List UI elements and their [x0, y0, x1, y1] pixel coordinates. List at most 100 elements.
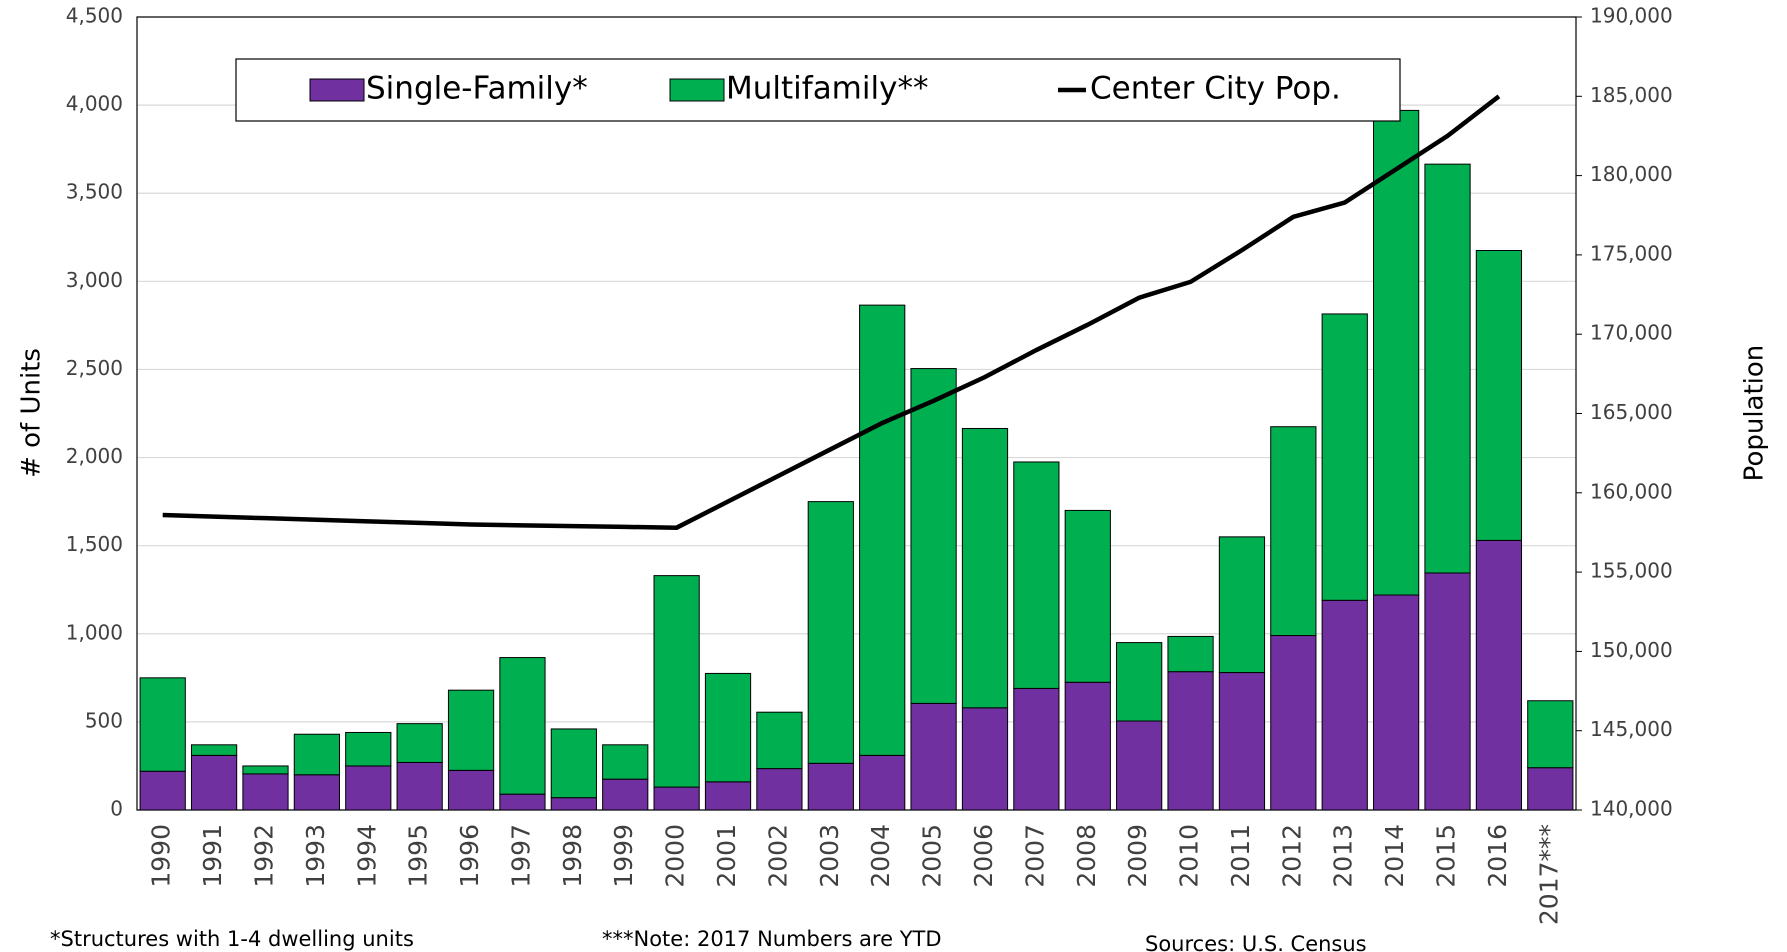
- y2-tick-label: 175,000: [1590, 241, 1673, 265]
- x-tick-label: 2014: [1380, 824, 1409, 888]
- footnote: Sources: U.S. Census: [1145, 932, 1367, 952]
- x-tick-label: 2015: [1432, 824, 1461, 888]
- bar: [1218, 536, 1266, 674]
- bar: [1064, 681, 1111, 811]
- bar: [499, 657, 546, 795]
- x-tick-label: 1999: [609, 824, 638, 888]
- bar: [1321, 313, 1368, 601]
- bar: [1321, 599, 1368, 811]
- x-tick-label: 2016: [1483, 824, 1512, 888]
- x-tick-label: 1993: [301, 824, 330, 888]
- bar: [1013, 461, 1060, 689]
- plot-frame: [136, 16, 1577, 811]
- x-tick-label: 2006: [969, 824, 998, 888]
- bar: [190, 744, 238, 756]
- bar: [1270, 635, 1317, 811]
- bar: [499, 793, 546, 811]
- y-tick-label: 4,500: [66, 4, 123, 28]
- y-tick-label: 1,000: [66, 620, 123, 644]
- x-tick-label: 2002: [763, 824, 792, 888]
- x-tick-label: 2010: [1175, 824, 1204, 888]
- bar: [602, 778, 649, 811]
- y-tick-label: 3,000: [66, 268, 123, 292]
- bar: [242, 765, 289, 775]
- bar: [550, 797, 597, 811]
- x-tick-label: 1997: [506, 824, 535, 888]
- bar: [447, 769, 495, 811]
- y-tick-label: 0: [110, 797, 123, 821]
- footnote: *Structures with 1-4 dwelling units: [50, 927, 414, 951]
- bar: [1424, 163, 1471, 574]
- y-tick-label: 1,500: [66, 532, 123, 556]
- footnote: ***Note: 2017 Numbers are YTD: [602, 927, 942, 951]
- y2-tick-label: 190,000: [1590, 4, 1673, 28]
- x-tick-label: 2000: [661, 824, 690, 888]
- bar: [1373, 109, 1420, 596]
- x-tick-label: 1996: [455, 824, 484, 888]
- y2-tick-label: 160,000: [1590, 479, 1673, 503]
- bar: [293, 733, 340, 776]
- x-tick-label: 2008: [1072, 824, 1101, 888]
- bar: [1167, 671, 1214, 811]
- bar: [1116, 720, 1163, 811]
- x-tick-label: 1990: [147, 824, 176, 888]
- y2-tick-label: 165,000: [1590, 400, 1673, 424]
- x-tick-label: 1998: [558, 824, 587, 888]
- y2-axis-title: Population: [1740, 345, 1770, 482]
- bar: [1013, 687, 1060, 811]
- x-tick-label: 2001: [712, 824, 741, 888]
- x-tick-label: 2007: [1020, 824, 1049, 888]
- y-axis-title: # of Units: [17, 348, 47, 478]
- bar: [1270, 426, 1317, 637]
- x-tick-label: 2017***: [1534, 824, 1563, 925]
- bar: [139, 770, 186, 811]
- bar: [1475, 249, 1523, 541]
- x-tick-label: 1994: [352, 824, 381, 888]
- bar: [1167, 635, 1214, 673]
- x-tick-label: 1995: [404, 824, 433, 888]
- bar: [859, 304, 906, 756]
- y-tick-label: 4,000: [66, 92, 123, 116]
- bar: [396, 761, 443, 811]
- legend-label: Multifamily**: [726, 71, 928, 107]
- y-tick-label: 2,000: [66, 444, 123, 468]
- bar: [1527, 700, 1574, 769]
- y2-tick-label: 155,000: [1590, 559, 1673, 583]
- bar: [293, 774, 340, 811]
- y2-tick-label: 140,000: [1590, 797, 1673, 821]
- x-tick-label: 2005: [918, 824, 947, 888]
- bar: [859, 754, 906, 811]
- x-tick-label: 1991: [198, 824, 227, 888]
- bar: [550, 728, 597, 799]
- y-tick-label: 3,500: [66, 180, 123, 204]
- bar: [139, 677, 186, 772]
- bar: [1218, 672, 1266, 811]
- bar: [910, 368, 957, 704]
- bar: [653, 786, 700, 811]
- line: [162, 94, 1501, 530]
- bar: [756, 711, 803, 770]
- y-tick-label: 500: [85, 708, 123, 732]
- y2-tick-label: 180,000: [1590, 162, 1673, 186]
- x-tick-label: 2004: [866, 824, 895, 888]
- legend-key: [309, 78, 365, 102]
- y2-tick-label: 145,000: [1590, 717, 1673, 741]
- bar: [1424, 572, 1471, 811]
- x-tick-label: 1992: [249, 824, 278, 888]
- x-tick-label: 2009: [1123, 824, 1152, 888]
- bar: [345, 731, 392, 767]
- bar: [447, 689, 495, 771]
- bar: [1116, 642, 1163, 722]
- bar: [756, 768, 803, 811]
- bar: [396, 723, 443, 763]
- bar: [1064, 509, 1111, 683]
- legend-label: Center City Pop.: [1090, 71, 1341, 107]
- x-tick-label: 2012: [1277, 824, 1306, 888]
- bar: [602, 744, 649, 780]
- legend-key: [669, 78, 725, 102]
- bar: [1527, 767, 1574, 811]
- legend-label: Single-Family*: [366, 71, 588, 107]
- bar: [190, 754, 238, 811]
- bar: [961, 427, 1009, 709]
